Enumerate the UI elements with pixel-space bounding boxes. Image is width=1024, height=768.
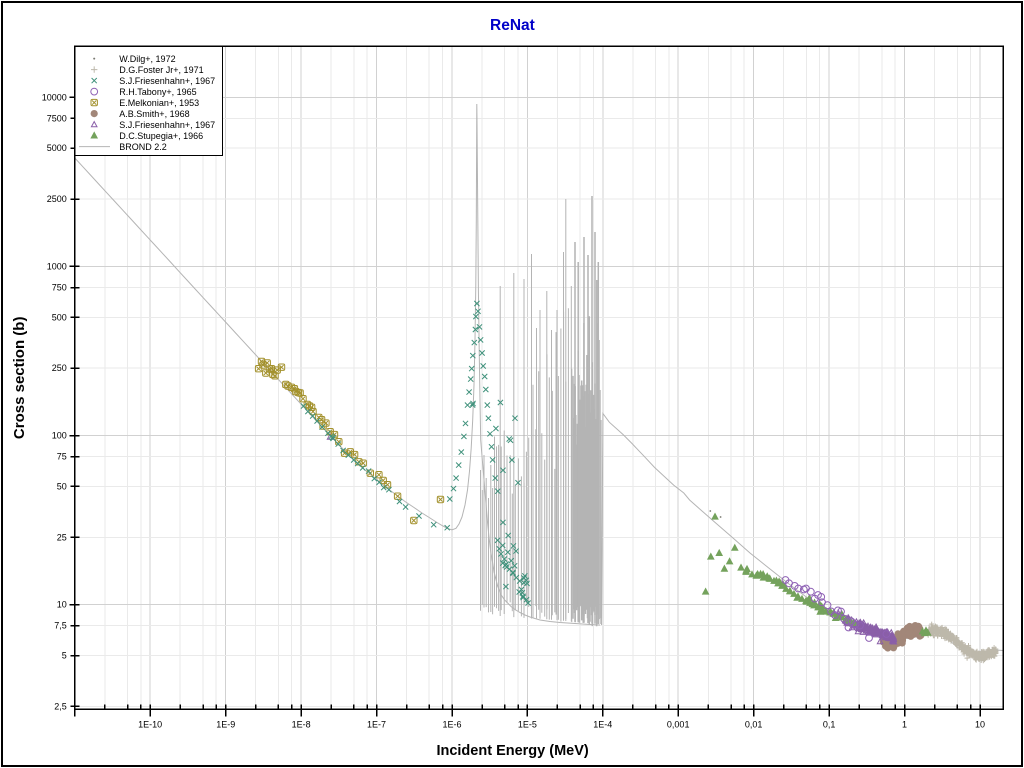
svg-text:25: 25 xyxy=(57,532,67,542)
svg-text:1E-5: 1E-5 xyxy=(518,720,537,730)
svg-text:1E-4: 1E-4 xyxy=(593,720,612,730)
svg-text:2500: 2500 xyxy=(47,194,67,204)
svg-text:BROND 2.2: BROND 2.2 xyxy=(119,142,167,152)
svg-text:10000: 10000 xyxy=(42,92,67,102)
svg-text:0,1: 0,1 xyxy=(823,720,836,730)
svg-text:7,5: 7,5 xyxy=(54,621,67,631)
svg-text:R.H.Tabony+, 1965: R.H.Tabony+, 1965 xyxy=(119,87,196,97)
svg-text:10: 10 xyxy=(975,720,985,730)
svg-text:1E-6: 1E-6 xyxy=(442,720,461,730)
svg-text:100: 100 xyxy=(52,431,67,441)
svg-text:5: 5 xyxy=(62,651,67,661)
svg-text:W.Dilg+, 1972: W.Dilg+, 1972 xyxy=(119,54,175,64)
svg-text:1: 1 xyxy=(902,720,907,730)
svg-text:75: 75 xyxy=(57,452,67,462)
svg-text:0,01: 0,01 xyxy=(745,720,763,730)
svg-text:10: 10 xyxy=(57,600,67,610)
svg-text:0,001: 0,001 xyxy=(667,720,690,730)
svg-text:D.C.Stupegia+, 1966: D.C.Stupegia+, 1966 xyxy=(119,131,203,141)
svg-text:500: 500 xyxy=(52,312,67,322)
svg-text:1E-9: 1E-9 xyxy=(216,720,235,730)
svg-text:7500: 7500 xyxy=(47,113,67,123)
svg-text:A.B.Smith+, 1968: A.B.Smith+, 1968 xyxy=(119,109,189,119)
svg-text:1E-10: 1E-10 xyxy=(138,720,162,730)
svg-text:5000: 5000 xyxy=(47,143,67,153)
svg-text:ReNat: ReNat xyxy=(490,17,535,34)
svg-text:50: 50 xyxy=(57,481,67,491)
svg-text:Cross section (b): Cross section (b) xyxy=(11,317,28,440)
svg-text:750: 750 xyxy=(52,283,67,293)
svg-text:Incident Energy (MeV): Incident Energy (MeV) xyxy=(436,743,588,759)
svg-text:S.J.Friesenhahn+, 1967: S.J.Friesenhahn+, 1967 xyxy=(119,120,215,130)
svg-text:S.J.Friesenhahn+, 1967: S.J.Friesenhahn+, 1967 xyxy=(119,76,215,86)
svg-text:250: 250 xyxy=(52,363,67,373)
svg-text:1E-7: 1E-7 xyxy=(367,720,386,730)
svg-text:1000: 1000 xyxy=(47,261,67,271)
svg-text:1E-8: 1E-8 xyxy=(292,720,311,730)
svg-text:2,5: 2,5 xyxy=(54,701,67,711)
svg-text:E.Melkonian+, 1953: E.Melkonian+, 1953 xyxy=(119,98,199,108)
svg-text:D.G.Foster Jr+, 1971: D.G.Foster Jr+, 1971 xyxy=(119,65,203,75)
